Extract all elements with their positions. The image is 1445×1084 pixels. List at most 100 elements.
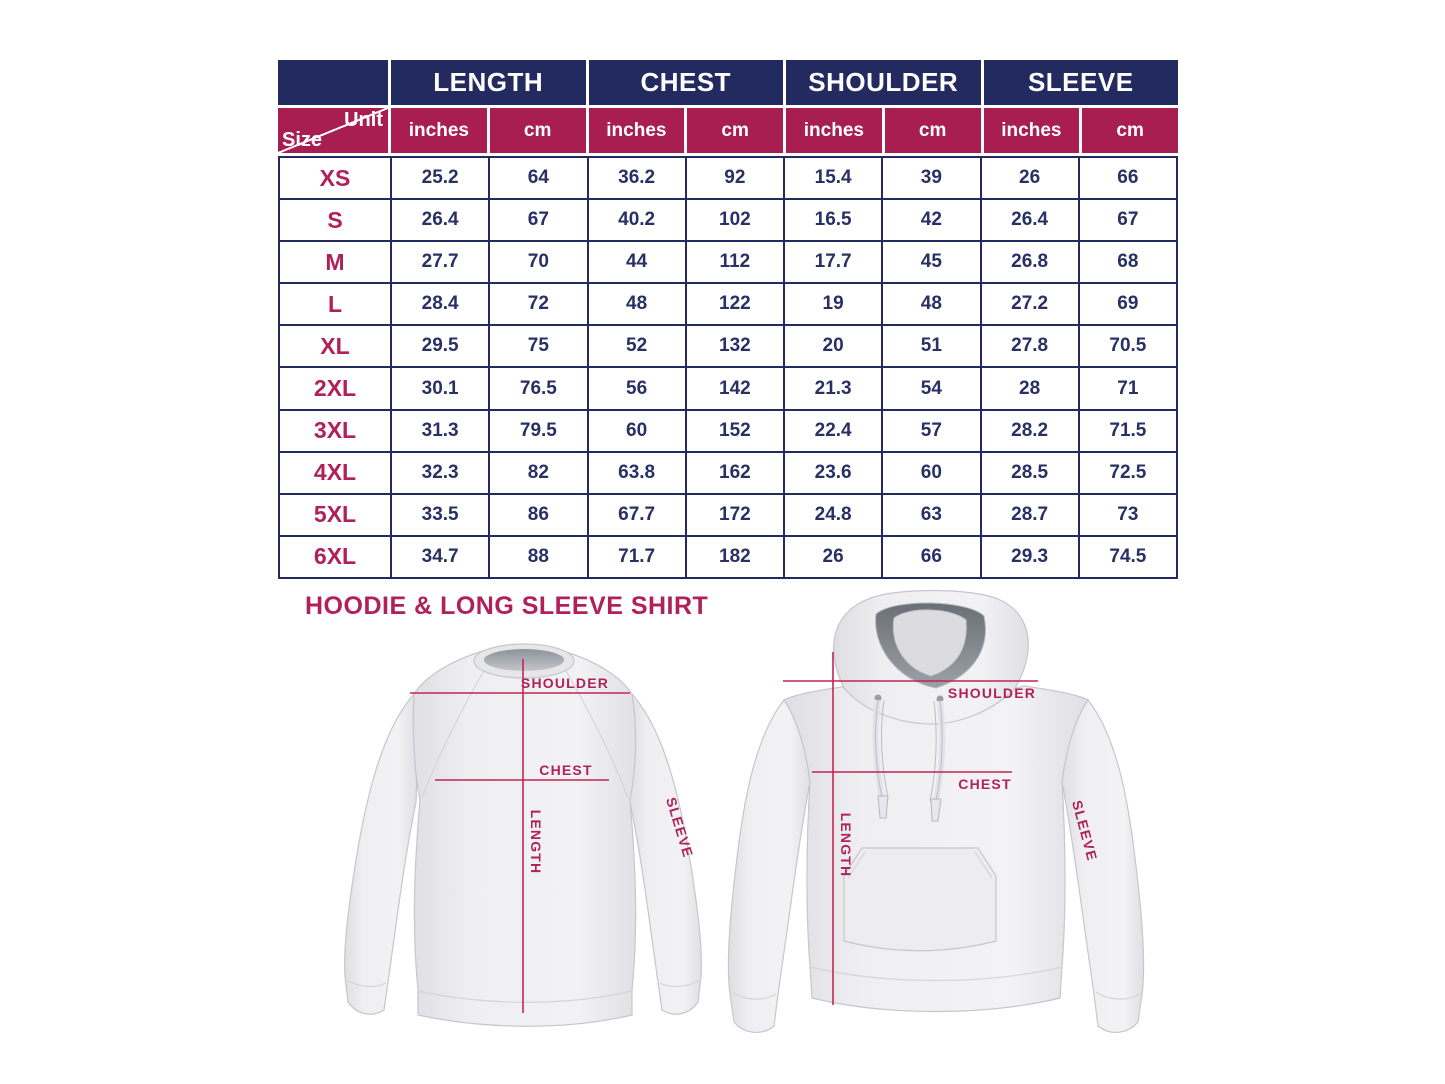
- table-body: XS 25.2 64 36.2 92 15.4 39 26 66 S 26.4 …: [278, 156, 1178, 579]
- header-length: LENGTH: [391, 60, 586, 105]
- table-cell: 34.7: [392, 536, 489, 577]
- table-cell: 36.2: [588, 158, 685, 199]
- table-cell: 26.4: [981, 200, 1078, 241]
- size-cell: S: [280, 200, 390, 241]
- table-cell: 152: [686, 410, 783, 451]
- table-cell: 75: [490, 326, 587, 367]
- table-cell: 26.8: [981, 242, 1078, 283]
- table-cell: 23.6: [785, 452, 882, 493]
- table-cell: 48: [883, 284, 980, 325]
- shirt-left-sleeve: [344, 692, 418, 1015]
- table-cell: 27.2: [981, 284, 1078, 325]
- table-cell: 48: [588, 284, 685, 325]
- table-cell: 28.2: [981, 410, 1078, 451]
- table-cell: 66: [883, 536, 980, 577]
- table-cell: 162: [686, 452, 783, 493]
- hoodie-chest-label: CHEST: [958, 776, 1011, 792]
- hoodie-figure: SHOULDER CHEST LENGTH SLEEVE: [727, 589, 1145, 1033]
- unit-header: cm: [489, 108, 586, 153]
- table-cell: 29.5: [392, 326, 489, 367]
- table-cell: 122: [686, 284, 783, 325]
- table-cell: 63: [883, 494, 980, 535]
- table-cell: 26: [981, 158, 1078, 199]
- table-cell: 51: [883, 326, 980, 367]
- table-cell: 74.5: [1079, 536, 1176, 577]
- unit-header: cm: [687, 108, 783, 153]
- size-cell: M: [280, 242, 390, 283]
- hoodie-shoulder-label: SHOULDER: [948, 685, 1036, 701]
- unit-header: inches: [786, 108, 882, 153]
- table-header: LENGTH CHEST SHOULDER SLEEVE Unit Size i…: [278, 60, 1178, 153]
- table-cell: 45: [883, 242, 980, 283]
- shirt-shoulder-label: SHOULDER: [521, 675, 609, 691]
- table-cell: 22.4: [785, 410, 882, 451]
- table-cell: 67: [490, 200, 587, 241]
- unit-header: inches: [588, 108, 685, 153]
- hoodie-drawstring-right: [929, 700, 943, 802]
- table-cell: 15.4: [785, 158, 882, 199]
- table-cell: 66: [1079, 158, 1176, 199]
- table-cell: 27.8: [981, 326, 1078, 367]
- corner-unit-label: Unit: [344, 109, 383, 131]
- size-cell: 5XL: [280, 494, 390, 535]
- table-cell: 60: [588, 410, 685, 451]
- table-cell: 112: [686, 242, 783, 283]
- table-cell: 32.3: [392, 452, 489, 493]
- table-cell: 20: [785, 326, 882, 367]
- table-cell: 24.8: [785, 494, 882, 535]
- table-cell: 31.3: [392, 410, 489, 451]
- table-cell: 70: [490, 242, 587, 283]
- size-cell: 4XL: [280, 452, 390, 493]
- table-cell: 92: [686, 158, 783, 199]
- size-cell: XS: [280, 158, 390, 199]
- table-cell: 33.5: [392, 494, 489, 535]
- unit-size-corner-cell: Unit Size: [278, 108, 388, 153]
- table-cell: 82: [490, 452, 587, 493]
- table-cell: 54: [883, 368, 980, 409]
- hoodie-hood-back-panel: [892, 609, 967, 677]
- table-cell: 68: [1079, 242, 1176, 283]
- table-cell: 88: [490, 536, 587, 577]
- table-cell: 86: [490, 494, 587, 535]
- header-chest: CHEST: [588, 60, 783, 105]
- table-cell: 39: [883, 158, 980, 199]
- table-cell: 17.7: [785, 242, 882, 283]
- table-cell: 26.4: [392, 200, 489, 241]
- table-cell: 71.7: [588, 536, 685, 577]
- shirt-body: [412, 646, 637, 1027]
- hoodie-drawstring-left: [875, 699, 889, 799]
- table-cell: 69: [1079, 284, 1176, 325]
- hoodie-aglet-left: [877, 795, 889, 819]
- table-cell: 44: [588, 242, 685, 283]
- table-cell: 28.4: [392, 284, 489, 325]
- table-cell: 71: [1079, 368, 1176, 409]
- table-cell: 182: [686, 536, 783, 577]
- table-cell: 72.5: [1079, 452, 1176, 493]
- shirt-chest-label: CHEST: [539, 762, 592, 778]
- table-cell: 52: [588, 326, 685, 367]
- table-cell: 60: [883, 452, 980, 493]
- header-sleeve: SLEEVE: [983, 60, 1178, 105]
- table-cell: 56: [588, 368, 685, 409]
- table-cell: 73: [1079, 494, 1176, 535]
- shirt-length-label: LENGTH: [528, 810, 544, 875]
- table-cell: 67.7: [588, 494, 685, 535]
- header-empty-cell: [278, 60, 388, 105]
- table-cell: 142: [686, 368, 783, 409]
- size-cell: 6XL: [280, 536, 390, 577]
- table-cell: 172: [686, 494, 783, 535]
- table-cell: 29.3: [981, 536, 1078, 577]
- table-cell: 26: [785, 536, 882, 577]
- table-cell: 72: [490, 284, 587, 325]
- hoodie-right-sleeve: [1061, 699, 1145, 1033]
- shirt-collar-opening: [484, 649, 564, 671]
- table-cell: 42: [883, 200, 980, 241]
- table-cell: 76.5: [490, 368, 587, 409]
- table-cell: 57: [883, 410, 980, 451]
- table-cell: 21.3: [785, 368, 882, 409]
- hoodie-pocket: [843, 847, 997, 952]
- table-cell: 79.5: [490, 410, 587, 451]
- table-cell: 28.5: [981, 452, 1078, 493]
- table-cell: 30.1: [392, 368, 489, 409]
